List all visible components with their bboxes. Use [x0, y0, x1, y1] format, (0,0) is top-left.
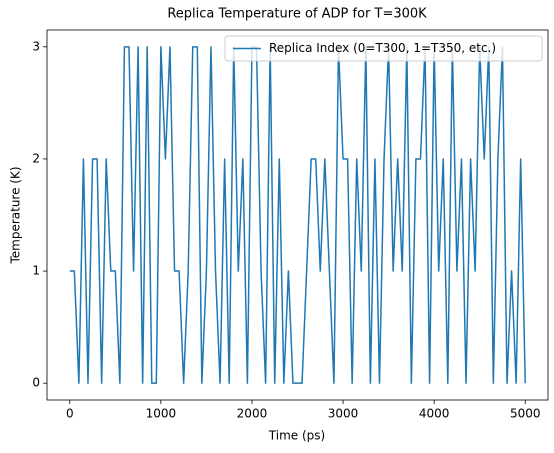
x-tick-label: 2000 [237, 407, 268, 421]
y-tick-label: 3 [32, 39, 40, 53]
x-tick-label: 0 [66, 407, 74, 421]
x-tick-label: 4000 [419, 407, 450, 421]
chart-title: Replica Temperature of ADP for T=300K [167, 7, 427, 22]
x-tick-label: 5000 [510, 407, 541, 421]
y-tick-label: 0 [32, 376, 40, 390]
plot-frame [46, 29, 549, 401]
legend: Replica Index (0=T300, 1=T350, etc.) [224, 35, 543, 62]
x-tick-label: 3000 [328, 407, 359, 421]
y-axis-label: Temperature (K) [9, 166, 23, 264]
x-tick-label: 1000 [146, 407, 177, 421]
y-tick-label: 1 [32, 264, 40, 278]
data-line [69, 46, 526, 384]
legend-label: Replica Index (0=T300, 1=T350, etc.) [269, 41, 496, 55]
x-axis-label: Time (ps) [268, 429, 325, 443]
y-tick-label: 2 [32, 151, 40, 165]
legend-box [224, 35, 543, 62]
